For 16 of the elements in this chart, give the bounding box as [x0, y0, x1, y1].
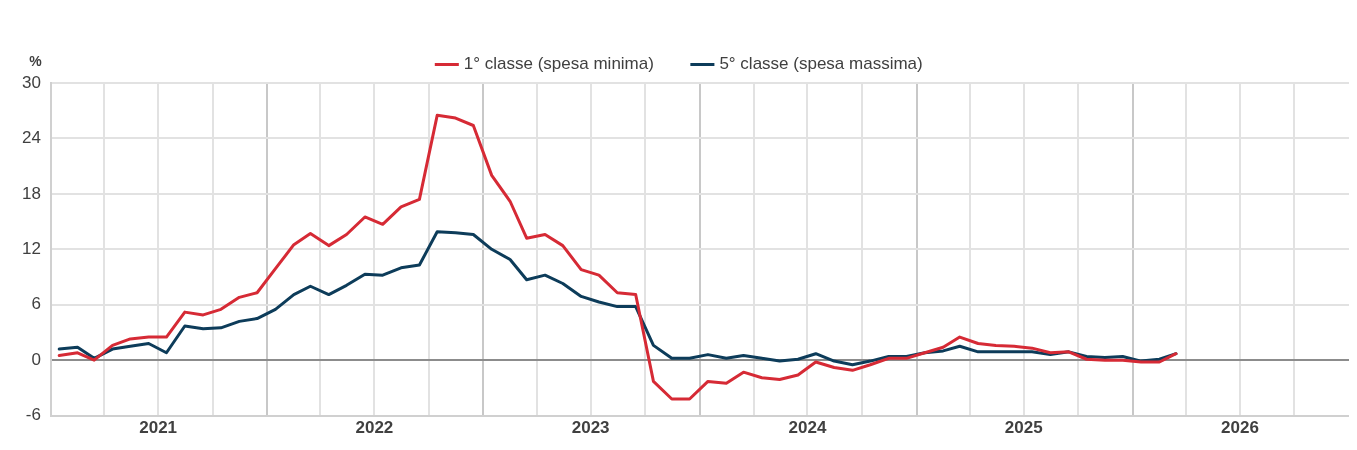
x-tick-label: 2026 [1221, 418, 1259, 438]
y-tick-label: 0 [31, 349, 41, 369]
y-tick-label: 24 [21, 128, 41, 148]
x-tick-label: 2024 [788, 418, 827, 438]
legend-label: 1° classe (spesa minima) [463, 54, 654, 74]
x-tick-label: 2022 [355, 418, 394, 438]
y-tick-label: 30 [21, 72, 41, 92]
x-tick-label: 2025 [1004, 418, 1043, 438]
y-tick-label: -6 [25, 405, 41, 425]
legend-label: 5° classe (spesa massima) [719, 54, 923, 74]
y-axis-title: % [29, 52, 43, 69]
y-tick-label: 18 [21, 183, 41, 203]
y-tick-label: 6 [31, 294, 41, 314]
x-tick-label: 2023 [571, 418, 610, 438]
x-tick-label: 2021 [139, 418, 178, 438]
y-tick-label: 12 [21, 238, 41, 258]
